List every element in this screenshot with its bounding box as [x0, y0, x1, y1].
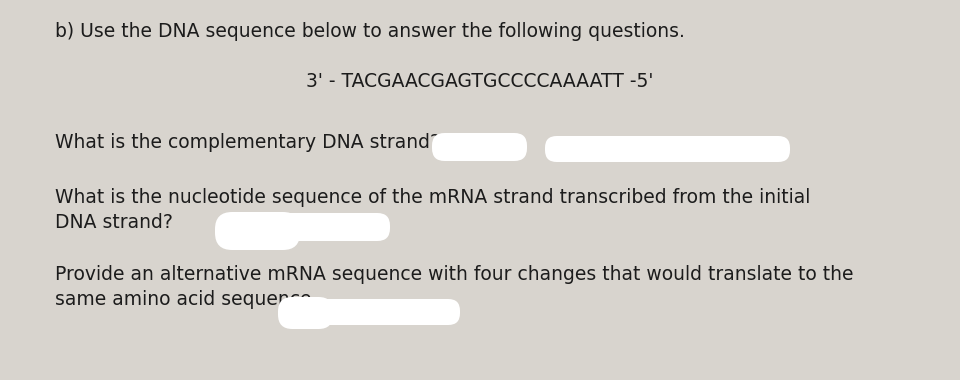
Text: Provide an alternative mRNA sequence with four changes that would translate to t: Provide an alternative mRNA sequence wit… [55, 265, 853, 284]
FancyBboxPatch shape [275, 213, 390, 241]
FancyBboxPatch shape [278, 297, 333, 329]
FancyBboxPatch shape [215, 212, 300, 250]
Text: same amino acid sequence.: same amino acid sequence. [55, 290, 318, 309]
Text: DNA strand?: DNA strand? [55, 213, 173, 232]
Text: What is the nucleotide sequence of the mRNA strand transcribed from the initial: What is the nucleotide sequence of the m… [55, 188, 810, 207]
FancyBboxPatch shape [545, 136, 790, 162]
Text: b) Use the DNA sequence below to answer the following questions.: b) Use the DNA sequence below to answer … [55, 22, 684, 41]
Text: What is the complementary DNA strand?: What is the complementary DNA strand? [55, 133, 440, 152]
Text: 3' - TACGAACGAGTGCCCCAAAATT -5': 3' - TACGAACGAGTGCCCCAAAATT -5' [306, 72, 654, 91]
FancyBboxPatch shape [432, 133, 527, 161]
FancyBboxPatch shape [315, 299, 460, 325]
